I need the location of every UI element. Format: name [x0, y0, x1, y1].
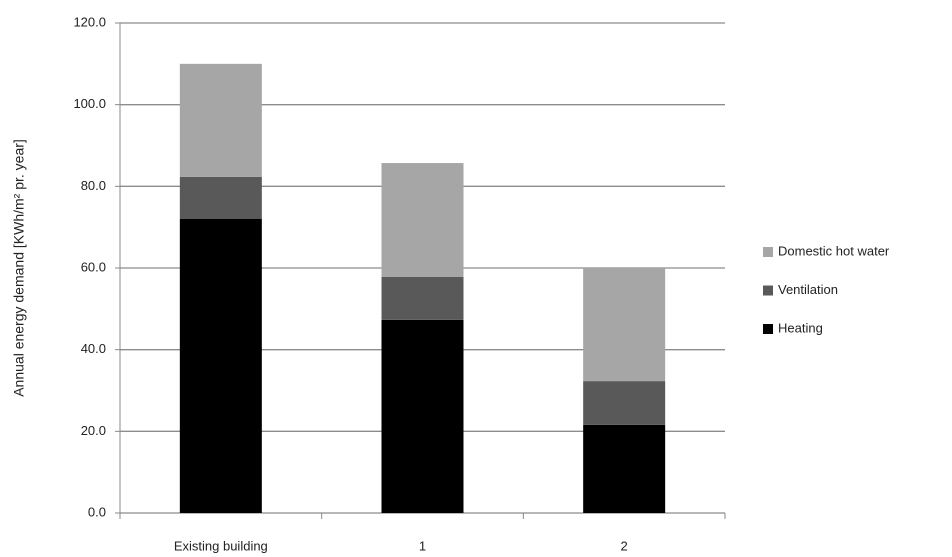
y-tick-label: 60.0	[81, 259, 106, 274]
x-tick-label: Existing building	[174, 538, 268, 553]
bar-segment	[179, 219, 262, 513]
y-tick-label: 40.0	[81, 341, 106, 356]
bar-segment	[179, 63, 262, 177]
legend-swatch	[763, 324, 773, 334]
y-axis-label: Annual energy demand [KWh/m² pr. year]	[11, 139, 27, 397]
legend-label: Domestic hot water	[778, 243, 890, 258]
legend-swatch	[763, 285, 773, 296]
bar-segment	[381, 319, 464, 513]
y-tick-label: 100.0	[73, 96, 106, 111]
legend-label: Ventilation	[778, 282, 838, 297]
bar-segment	[583, 381, 666, 425]
y-tick-label: 0.0	[88, 504, 106, 519]
bar-segment	[583, 424, 666, 513]
legend-swatch	[763, 247, 773, 257]
y-tick-label: 80.0	[81, 178, 106, 193]
y-tick-label: 120.0	[73, 14, 106, 29]
legend-label: Heating	[778, 320, 823, 335]
x-tick-label: 2	[621, 538, 628, 553]
bar-segment	[583, 268, 666, 382]
bar-segment	[381, 276, 464, 320]
bar-segment	[179, 176, 262, 219]
x-tick-label: 1	[419, 538, 426, 553]
bar-segment	[381, 163, 464, 277]
y-tick-label: 20.0	[81, 423, 106, 438]
